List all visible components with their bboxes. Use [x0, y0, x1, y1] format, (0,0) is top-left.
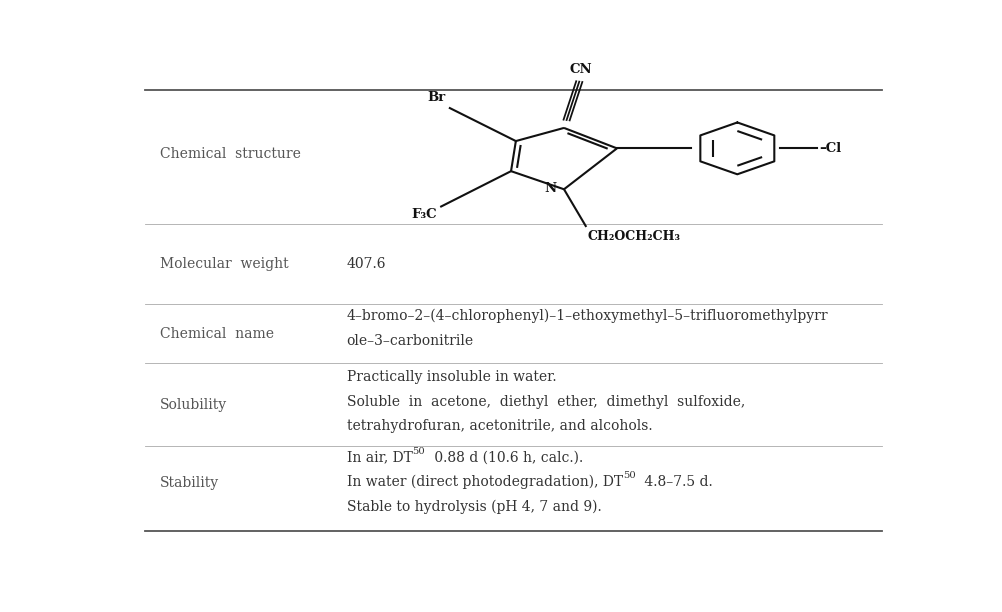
Text: N: N — [544, 182, 556, 195]
Text: Solubility: Solubility — [160, 398, 227, 412]
Text: CN: CN — [570, 63, 592, 76]
Text: Stable to hydrolysis (pH 4, 7 and 9).: Stable to hydrolysis (pH 4, 7 and 9). — [347, 499, 601, 514]
Text: ole–3–carbonitrile: ole–3–carbonitrile — [347, 334, 474, 348]
Text: 4.8–7.5 d.: 4.8–7.5 d. — [639, 475, 712, 489]
Text: In water (direct photodegradation), DT: In water (direct photodegradation), DT — [347, 475, 622, 490]
Text: Chemical  name: Chemical name — [160, 327, 275, 340]
Text: Br: Br — [428, 91, 446, 104]
Text: 4–bromo–2–(4–chlorophenyl)–1–ethoxymethyl–5–trifluoromethylpyrr: 4–bromo–2–(4–chlorophenyl)–1–ethoxymethy… — [347, 309, 829, 324]
Text: tetrahydrofuran, acetonitrile, and alcohols.: tetrahydrofuran, acetonitrile, and alcoh… — [347, 419, 652, 433]
Text: Practically insoluble in water.: Practically insoluble in water. — [347, 370, 556, 384]
Text: –Cl: –Cl — [820, 142, 842, 155]
Text: Chemical  structure: Chemical structure — [160, 146, 301, 160]
Text: Soluble  in  acetone,  diethyl  ether,  dimethyl  sulfoxide,: Soluble in acetone, diethyl ether, dimet… — [347, 395, 744, 409]
Text: F₃C: F₃C — [412, 208, 437, 221]
Text: 0.88 d (10.6 h, calc.).: 0.88 d (10.6 h, calc.). — [430, 450, 583, 465]
Text: In air, DT: In air, DT — [347, 450, 413, 465]
Text: 407.6: 407.6 — [347, 257, 386, 271]
Text: 50: 50 — [413, 447, 425, 456]
Text: Molecular  weight: Molecular weight — [160, 257, 289, 271]
Text: Stability: Stability — [160, 476, 219, 490]
Text: 50: 50 — [622, 471, 635, 480]
Text: CH₂OCH₂CH₃: CH₂OCH₂CH₃ — [587, 230, 680, 243]
